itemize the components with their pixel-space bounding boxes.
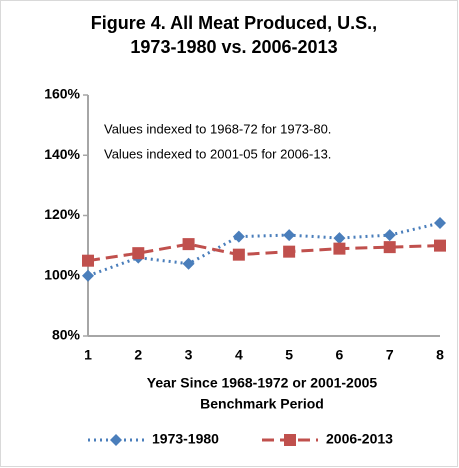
data-point xyxy=(82,254,94,267)
legend-marker xyxy=(110,434,122,446)
data-point xyxy=(333,242,346,255)
legend-label: 2006-2013 xyxy=(326,431,393,447)
y-tick-label: 120% xyxy=(44,206,80,222)
data-point xyxy=(232,230,245,243)
series-line xyxy=(87,242,441,263)
data-point xyxy=(283,245,296,258)
x-tick-label: 3 xyxy=(185,347,193,363)
series-line xyxy=(87,221,441,278)
data-point xyxy=(434,217,446,230)
x-tick-label: 5 xyxy=(285,347,293,363)
data-point xyxy=(283,229,296,242)
data-point xyxy=(182,238,195,251)
x-tick-label: 2 xyxy=(134,347,142,363)
x-axis-label: Year Since 1968-1972 or 2001-2005 xyxy=(147,375,378,391)
annotation: Values indexed to 1968-72 for 1973-80. xyxy=(104,121,331,136)
y-tick-label: 160% xyxy=(44,86,80,102)
data-point xyxy=(434,239,446,252)
y-tick-label: 140% xyxy=(44,146,80,162)
data-point xyxy=(232,248,245,261)
annotation: Values indexed to 2001-05 for 2006-13. xyxy=(104,146,331,161)
legend-label: 1973-1980 xyxy=(152,431,219,447)
chart-title: Figure 4. All Meat Produced, U.S., xyxy=(91,13,377,33)
data-point xyxy=(333,232,346,245)
x-axis-label: Benchmark Period xyxy=(200,396,324,412)
y-tick-label: 100% xyxy=(44,266,80,282)
y-tick-label: 80% xyxy=(52,327,81,343)
legend-marker xyxy=(284,434,296,446)
data-point xyxy=(383,241,396,254)
data-point xyxy=(383,229,396,242)
x-tick-label: 7 xyxy=(386,347,394,363)
data-point xyxy=(132,247,145,260)
x-tick-label: 6 xyxy=(336,347,344,363)
x-tick-label: 1 xyxy=(84,347,92,363)
data-point xyxy=(182,257,195,270)
x-tick-label: 8 xyxy=(436,347,444,363)
chart-title: 1973-1980 vs. 2006-2013 xyxy=(130,37,337,57)
x-tick-label: 4 xyxy=(235,347,243,363)
data-point xyxy=(82,269,94,282)
